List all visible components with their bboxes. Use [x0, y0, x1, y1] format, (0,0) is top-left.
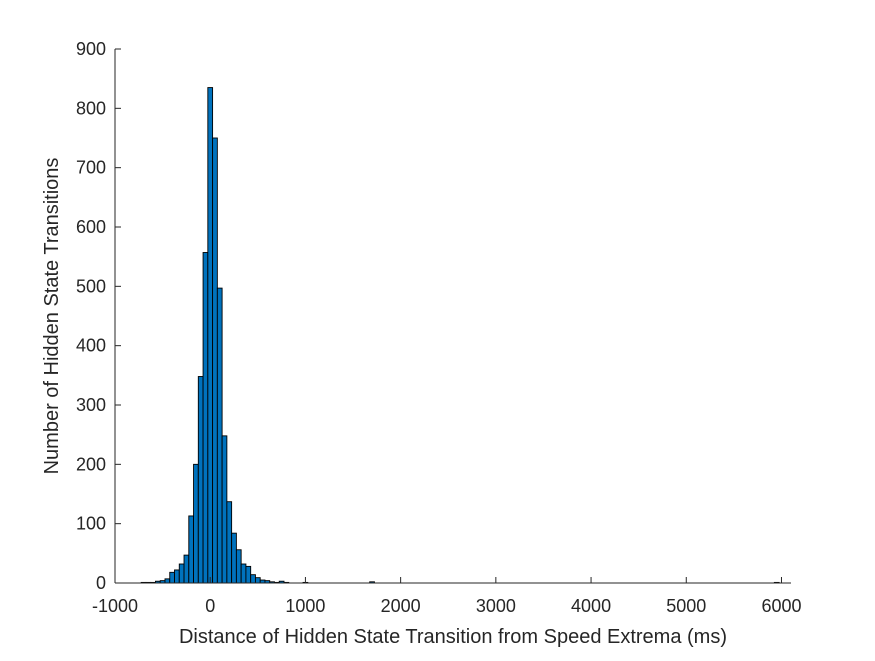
axes: -1000 0 1000 2000 3000 4000 5000 6000 0 100 200 300…: [76, 39, 802, 616]
histogram-bar: [183, 554, 190, 584]
x-tick-label: -1000: [92, 596, 138, 616]
histogram-bar: [216, 287, 223, 584]
y-tick-label: 600: [76, 217, 106, 237]
x-tick-label: 5000: [666, 596, 706, 616]
x-tick-label: 4000: [571, 596, 611, 616]
histogram-bar: [174, 569, 180, 584]
histogram-bar: [202, 252, 209, 584]
x-axis-label: Distance of Hidden State Transition from…: [179, 626, 727, 648]
histogram-bar: [193, 463, 199, 584]
y-axis-label: Number of Hidden State Transitions: [41, 158, 63, 475]
x-tick-label: 1000: [285, 596, 325, 616]
y-tick-label: 700: [76, 158, 106, 178]
y-tick-label: 900: [76, 39, 106, 59]
histogram-bar: [226, 501, 233, 584]
y-tick-label: 500: [76, 276, 106, 296]
x-tick-label: 3000: [476, 596, 516, 616]
histogram-bar: [245, 565, 252, 584]
x-tick-label: 6000: [761, 596, 801, 616]
histogram-bars: [140, 87, 780, 584]
y-tick-label: 100: [76, 514, 106, 534]
histogram-bar: [250, 574, 256, 584]
histogram-bar: [188, 515, 194, 584]
y-tick-label: 800: [76, 98, 106, 118]
y-tick-label: 0: [96, 573, 106, 593]
histogram-bar: [231, 532, 237, 584]
y-tick-label: 300: [76, 395, 106, 415]
y-tick-label: 400: [76, 336, 106, 356]
histogram-bar: [207, 87, 214, 584]
histogram-bar: [240, 563, 247, 584]
histogram-bar: [212, 137, 218, 584]
x-tick-label: 0: [205, 596, 215, 616]
histogram-bar: [254, 577, 261, 584]
histogram-bar: [169, 571, 175, 584]
histogram-bar: [197, 376, 204, 584]
x-tick-label: 2000: [381, 596, 421, 616]
y-tick-label: 200: [76, 454, 106, 474]
histogram-bar: [221, 435, 228, 584]
histogram-bar: [178, 563, 185, 584]
histogram-bar: [235, 549, 242, 584]
histogram-bar: [164, 578, 171, 584]
